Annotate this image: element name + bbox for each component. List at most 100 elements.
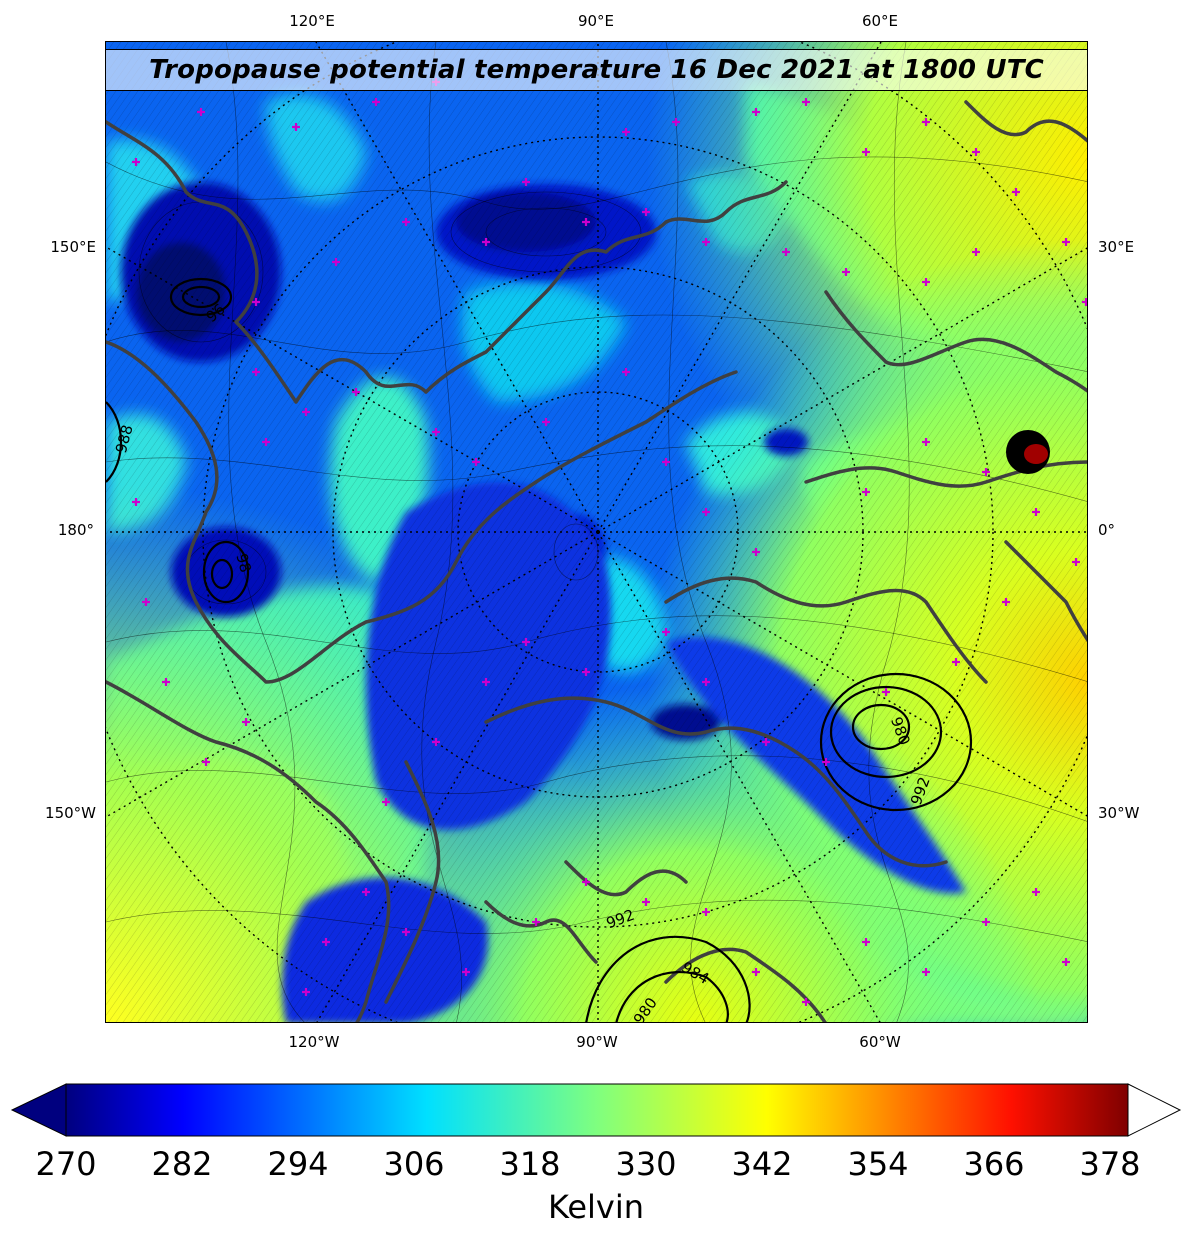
colorbar-min-extend: [10, 1083, 67, 1137]
station-marker: [1082, 298, 1087, 306]
station-marker: [922, 438, 930, 446]
colorbar-tick: 306: [383, 1145, 445, 1183]
station-marker: [762, 738, 770, 746]
station-marker: [542, 418, 550, 426]
station-marker: [432, 428, 440, 436]
lon-label-top-90e: 90°E: [577, 12, 615, 30]
station-marker: [922, 968, 930, 976]
station-marker: [582, 878, 590, 886]
station-marker: [322, 938, 330, 946]
station-marker: [262, 438, 270, 446]
station-marker: [402, 928, 410, 936]
colorbar: [0, 1080, 1192, 1140]
station-marker: [252, 298, 260, 306]
station-marker: [142, 598, 150, 606]
station-marker: [752, 548, 760, 556]
lon-label-bottom-60w: 60°W: [859, 1033, 901, 1051]
colorbar-tick: 318: [499, 1145, 561, 1183]
station-marker: [582, 668, 590, 676]
station-marker: [522, 638, 530, 646]
station-marker: [202, 758, 210, 766]
station-marker: [882, 688, 890, 696]
tropopause-theta-field: [106, 42, 1087, 1022]
colorbar-scale: [10, 1083, 1182, 1137]
colorbar-tick: 270: [35, 1145, 97, 1183]
station-marker: [302, 408, 310, 416]
station-marker: [642, 898, 650, 906]
station-marker: [302, 988, 310, 996]
map-title: Tropopause potential temperature 16 Dec …: [149, 55, 1044, 85]
station-marker: [972, 148, 980, 156]
station-marker: [922, 278, 930, 286]
colorbar-tick: 354: [847, 1145, 909, 1183]
station-marker: [132, 498, 140, 506]
station-marker: [662, 458, 670, 466]
lon-label-left-150e: 150°E: [50, 238, 96, 256]
colorbar-tick: 294: [267, 1145, 329, 1183]
station-marker: [242, 718, 250, 726]
station-marker: [862, 938, 870, 946]
station-marker: [372, 98, 380, 106]
station-marker: [822, 758, 830, 766]
colorbar-tick: 366: [963, 1145, 1025, 1183]
station-marker: [622, 128, 630, 136]
station-marker: [752, 108, 760, 116]
station-marker: [362, 888, 370, 896]
station-marker: [752, 968, 760, 976]
station-marker: [532, 918, 540, 926]
station-marker: [582, 218, 590, 226]
colorbar-label: Kelvin: [547, 1188, 645, 1226]
lon-label-right-0: 0°: [1098, 521, 1116, 539]
station-marker: [1012, 188, 1020, 196]
station-marker: [332, 258, 340, 266]
station-marker: [482, 678, 490, 686]
station-marker: [382, 798, 390, 806]
colorbar-tick: 282: [151, 1145, 213, 1183]
colorbar-tick: 330: [615, 1145, 677, 1183]
station-marker: [622, 368, 630, 376]
station-marker: [952, 658, 960, 666]
station-marker: [1032, 508, 1040, 516]
station-marker: [972, 248, 980, 256]
colorbar-tick: 378: [1079, 1145, 1141, 1183]
station-marker: [802, 98, 810, 106]
station-marker: [702, 238, 710, 246]
station-marker: [522, 178, 530, 186]
station-marker: [642, 208, 650, 216]
station-marker: [842, 268, 850, 276]
station-marker: [197, 108, 205, 116]
colorbar-tick: 342: [731, 1145, 793, 1183]
station-marker: [1002, 598, 1010, 606]
station-marker: [782, 248, 790, 256]
station-marker: [802, 998, 810, 1006]
lon-label-top-120e: 120°E: [289, 12, 335, 30]
station-marker: [132, 158, 140, 166]
lon-label-bottom-120w: 120°W: [288, 1033, 340, 1051]
station-marker: [862, 148, 870, 156]
lon-label-left-180: 180°: [57, 521, 94, 539]
station-marker: [482, 238, 490, 246]
station-marker: [432, 738, 440, 746]
station-marker: [162, 678, 170, 686]
station-marker: [1072, 558, 1080, 566]
colorbar-max-extend: [1127, 1083, 1182, 1137]
station-marker: [702, 678, 710, 686]
station-marker: [252, 368, 260, 376]
station-marker: [402, 218, 410, 226]
map-panel: 988 96 98 980 992 992 984 980: [105, 41, 1088, 1023]
station-marker: [352, 388, 360, 396]
station-marker: [662, 628, 670, 636]
station-marker: [702, 508, 710, 516]
station-marker: [1062, 238, 1070, 246]
station-marker: [982, 468, 990, 476]
station-marker: [922, 118, 930, 126]
lon-label-bottom-90w: 90°W: [576, 1033, 618, 1051]
map-title-box: Tropopause potential temperature 16 Dec …: [106, 49, 1087, 91]
colorbar-gradient: [65, 1083, 1129, 1137]
station-marker: [982, 918, 990, 926]
lon-label-left-150w: 150°W: [45, 804, 96, 822]
station-marker: [1062, 958, 1070, 966]
station-marker: [862, 488, 870, 496]
station-marker: [672, 118, 680, 126]
station-marker: [472, 458, 480, 466]
